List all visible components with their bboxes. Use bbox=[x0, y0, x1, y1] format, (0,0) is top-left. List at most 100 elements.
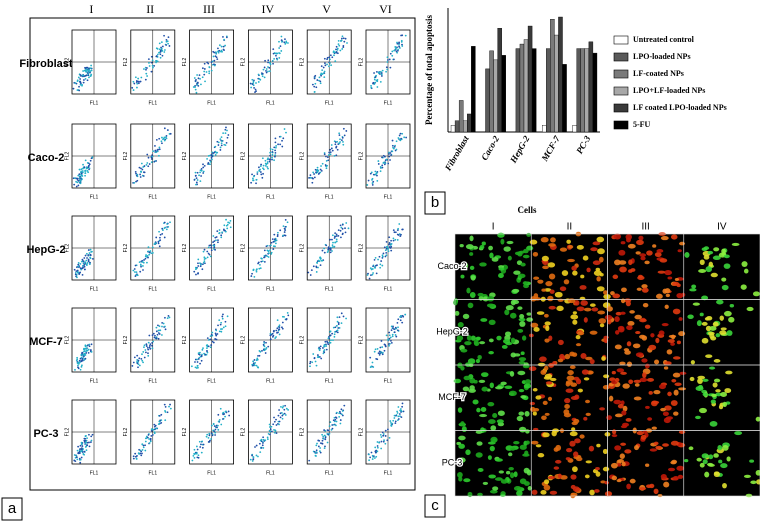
flow-event bbox=[278, 328, 280, 331]
cell bbox=[540, 237, 549, 243]
flow-event bbox=[141, 359, 144, 362]
x-axis-label: FL1 bbox=[148, 100, 157, 106]
flow-event bbox=[163, 139, 166, 142]
cell bbox=[661, 323, 669, 327]
cell bbox=[601, 356, 606, 361]
flow-event bbox=[200, 83, 202, 86]
cell bbox=[704, 471, 710, 478]
cell bbox=[696, 457, 702, 462]
flow-event bbox=[137, 82, 140, 85]
flow-event bbox=[325, 345, 328, 347]
cell bbox=[596, 286, 605, 292]
flow-event bbox=[160, 140, 163, 143]
flow-event bbox=[202, 163, 204, 166]
flow-event bbox=[226, 227, 229, 230]
cell bbox=[505, 305, 514, 311]
column-label: I bbox=[89, 2, 93, 16]
flow-event bbox=[397, 326, 399, 329]
flow-event bbox=[227, 221, 230, 224]
flow-event bbox=[132, 89, 135, 91]
flow-event bbox=[285, 407, 288, 410]
cell bbox=[573, 451, 579, 458]
flow-event bbox=[341, 48, 344, 50]
flow-event bbox=[383, 343, 386, 346]
cell bbox=[508, 452, 513, 457]
cell bbox=[575, 334, 581, 340]
flow-event bbox=[209, 439, 211, 442]
flow-event bbox=[333, 420, 336, 423]
flow-event bbox=[205, 71, 208, 73]
flow-event bbox=[274, 137, 277, 140]
flow-event bbox=[161, 227, 164, 230]
flow-event bbox=[135, 180, 137, 183]
flow-event bbox=[396, 239, 399, 241]
flow-event bbox=[252, 177, 254, 180]
flow-event bbox=[73, 183, 76, 186]
cell bbox=[701, 453, 709, 459]
flow-event bbox=[166, 223, 169, 225]
flow-event bbox=[321, 162, 324, 165]
flow-event bbox=[194, 366, 197, 369]
flow-event bbox=[262, 172, 264, 175]
flow-event bbox=[210, 249, 213, 252]
cell bbox=[454, 310, 460, 316]
flow-event bbox=[337, 229, 340, 232]
flow-event bbox=[141, 353, 143, 356]
cell bbox=[620, 241, 626, 245]
flow-event bbox=[342, 46, 345, 49]
flow-event bbox=[380, 75, 383, 77]
cell bbox=[749, 459, 755, 463]
flow-event bbox=[386, 56, 389, 59]
flow-event bbox=[324, 64, 327, 67]
flow-event bbox=[389, 66, 392, 69]
flow-event bbox=[404, 313, 407, 316]
flow-event bbox=[374, 348, 377, 351]
flow-event bbox=[79, 182, 82, 185]
flow-event bbox=[210, 69, 213, 72]
x-axis-label: FL1 bbox=[384, 286, 393, 292]
cell bbox=[453, 299, 458, 306]
column-label: III bbox=[641, 222, 649, 233]
flow-event bbox=[85, 347, 88, 350]
flow-event bbox=[151, 154, 154, 157]
flow-event bbox=[251, 272, 253, 275]
flow-event bbox=[202, 443, 205, 446]
cell bbox=[712, 321, 719, 327]
flow-event bbox=[212, 341, 215, 344]
flow-event bbox=[389, 420, 392, 422]
bar bbox=[588, 41, 594, 133]
flow-event bbox=[279, 416, 282, 419]
flow-event bbox=[335, 48, 337, 51]
flow-event bbox=[151, 64, 154, 67]
flow-event bbox=[169, 221, 171, 224]
cell bbox=[699, 312, 704, 317]
flow-event bbox=[217, 144, 220, 146]
flow-event bbox=[163, 221, 166, 224]
cell bbox=[580, 352, 587, 359]
flow-event bbox=[273, 233, 276, 236]
flow-event bbox=[268, 160, 271, 163]
flow-event bbox=[313, 85, 316, 88]
flow-event bbox=[192, 454, 195, 457]
cell bbox=[559, 247, 568, 252]
flow-event bbox=[335, 154, 338, 157]
flow-event bbox=[207, 246, 210, 249]
flow-event bbox=[155, 242, 157, 245]
flow-event bbox=[329, 238, 331, 241]
flow-event bbox=[159, 329, 162, 332]
flow-event bbox=[401, 321, 404, 324]
flow-event bbox=[336, 47, 339, 50]
flow-event bbox=[257, 73, 260, 76]
flow-event bbox=[269, 338, 272, 341]
flow-event bbox=[83, 262, 86, 265]
flow-event bbox=[386, 68, 389, 71]
flow-event bbox=[279, 229, 282, 232]
cell bbox=[542, 400, 548, 406]
y-axis-label: FL2 bbox=[64, 243, 70, 252]
flow-event bbox=[195, 267, 198, 270]
flow-event bbox=[153, 431, 156, 434]
flow-event bbox=[307, 271, 310, 274]
flow-event bbox=[200, 359, 203, 362]
flow-event bbox=[203, 164, 206, 167]
flow-event bbox=[214, 248, 216, 251]
